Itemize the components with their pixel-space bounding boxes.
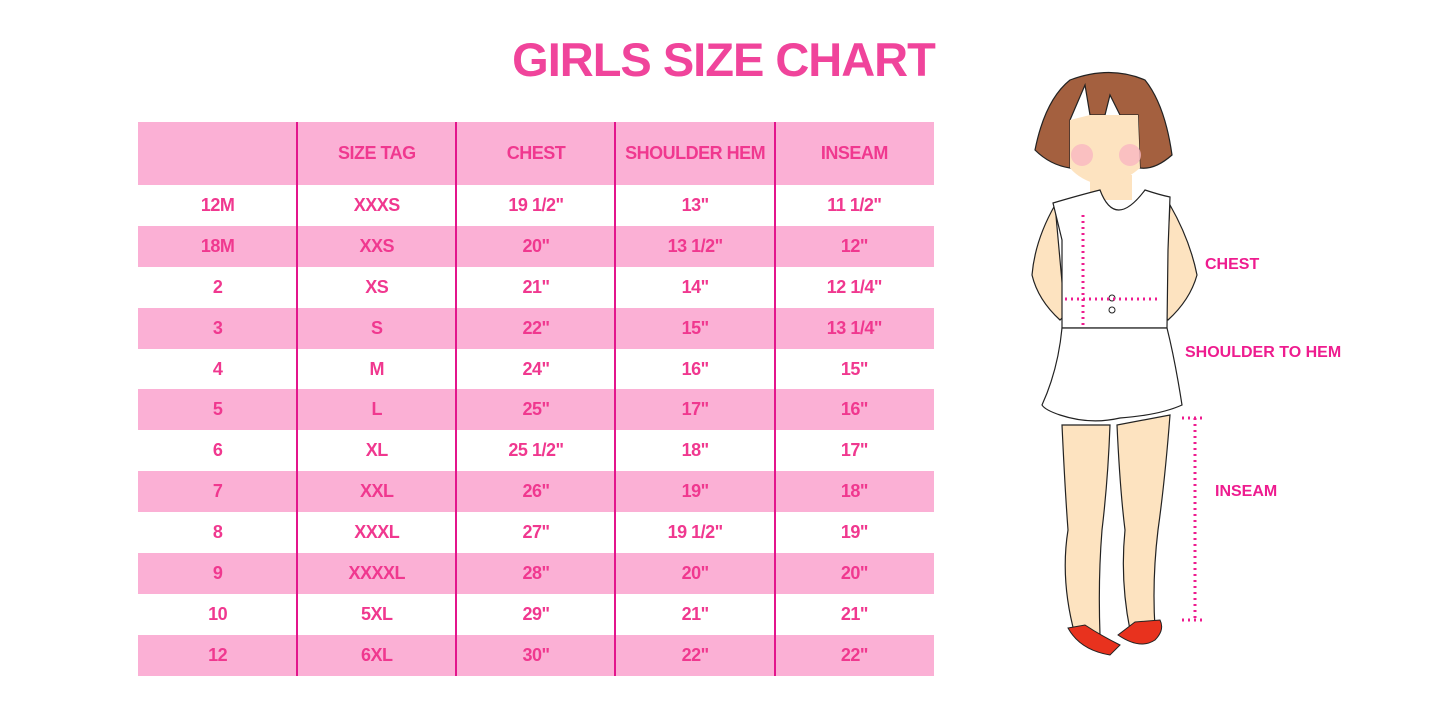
table-row: 4 M 24" 16" 15" (138, 349, 934, 390)
table-row: 8 XXXL 27" 19 1/2" 19" (138, 512, 934, 553)
table-row: 6 XL 25 1/2" 18" 17" (138, 430, 934, 471)
table-cell: 12 1/4" (826, 276, 883, 297)
header-cell: SHOULDER HEM (625, 143, 766, 163)
table-cell: 12" (840, 235, 869, 256)
table-cell: 29" (522, 603, 550, 624)
table-cell: 13 1/2" (667, 235, 724, 256)
column-divider (296, 122, 298, 676)
table-cell: XS (365, 276, 389, 297)
header-cell: INSEAM (820, 143, 889, 163)
table-cell: 20" (840, 562, 869, 583)
table-cell: 16" (681, 358, 710, 379)
table-cell: 19" (681, 481, 710, 502)
header-cell: CHEST (506, 143, 566, 163)
table-cell: 11 1/2" (827, 194, 882, 215)
table-cell: 27" (522, 522, 550, 543)
table-header-row: SIZE TAG CHEST SHOULDER HEM INSEAM (138, 122, 934, 185)
table-cell: XL (365, 440, 389, 461)
shoulder-to-hem-label: SHOULDER TO HEM (1185, 344, 1342, 361)
table-cell: XXS (359, 235, 395, 256)
table-row: 12 6XL 30" 22" 22" (138, 634, 934, 676)
table-cell: 22" (522, 317, 550, 338)
table-cell: 5XL (361, 603, 393, 624)
table-cell: 4 (212, 358, 223, 379)
table-cell: 21" (840, 603, 869, 624)
table-cell: 14" (681, 276, 710, 297)
table-cell: 6 (212, 440, 223, 461)
table-cell: 19" (840, 522, 869, 543)
column-divider (614, 122, 616, 676)
table-cell: 13" (681, 194, 710, 215)
table-cell: 18" (840, 481, 869, 502)
table-row: 7 XXL 26" 19" 18" (138, 471, 934, 513)
table-cell: 20" (522, 235, 550, 256)
table-cell: 30" (522, 644, 550, 665)
table-row: 18M XXS 20" 13 1/2" 12" (138, 225, 934, 267)
table-cell: L (371, 399, 383, 420)
table-cell: 20" (681, 562, 710, 583)
table-cell: 15" (681, 317, 710, 338)
table-cell: 12M (200, 194, 235, 215)
table-cell: 3 (212, 317, 223, 338)
header-cell: SIZE TAG (337, 143, 416, 163)
table-cell: 25 1/2" (508, 440, 564, 461)
table-cell: 8 (212, 522, 223, 543)
table-cell: 24" (522, 358, 550, 379)
table-cell: 10 (208, 603, 228, 624)
table-cell: 25" (522, 399, 550, 420)
table-cell: 28" (522, 562, 550, 583)
table-cell: 18M (200, 235, 235, 256)
table-cell: 22" (681, 644, 710, 665)
table-row: 10 5XL 29" 21" 21" (138, 594, 934, 635)
chest-label: CHEST (1205, 256, 1260, 273)
table-cell: 6XL (361, 644, 393, 665)
table-cell: XXL (360, 481, 394, 502)
table-row: 5 L 25" 17" 16" (138, 389, 934, 431)
inseam-label: INSEAM (1215, 483, 1278, 500)
table-cell: 5 (212, 399, 223, 420)
table-cell: 26" (522, 481, 550, 502)
table-row: 2 XS 21" 14" 12 1/4" (138, 267, 934, 308)
table-row: 3 S 22" 15" 13 1/4" (138, 307, 934, 349)
table-cell: 22" (840, 644, 869, 665)
table-cell: 19 1/2" (667, 522, 724, 543)
size-table: SIZE TAG CHEST SHOULDER HEM INSEAM 12M XX… (138, 122, 934, 676)
table-row: 12M XXXS 19 1/2" 13" 11 1/2" (138, 185, 934, 226)
table-cell: 13 1/4" (826, 317, 883, 338)
table-cell: 9 (212, 562, 223, 583)
girl-illustration (1020, 60, 1220, 665)
table-cell: 16" (840, 399, 869, 420)
table-cell: S (371, 317, 383, 338)
table-cell: XXXL (354, 522, 400, 543)
table-cell: 17" (681, 399, 710, 420)
column-divider (774, 122, 776, 676)
page-title: GIRLS SIZE CHART (512, 33, 936, 86)
table-cell: M (369, 358, 385, 379)
table-cell: 21" (681, 603, 710, 624)
table-cell: 17" (840, 440, 869, 461)
table-cell: 15" (840, 358, 869, 379)
table-cell: 21" (522, 276, 550, 297)
table-cell: 18" (681, 440, 710, 461)
table-cell: 19 1/2" (508, 194, 564, 215)
table-cell: 12 (208, 644, 228, 665)
table-cell: 7 (212, 481, 223, 502)
table-row: 9 XXXXL 28" 20" 20" (138, 553, 934, 594)
table-cell: 2 (212, 276, 223, 297)
table-cell: XXXXL (348, 562, 406, 583)
column-divider (455, 122, 457, 676)
table-cell: XXXS (353, 194, 401, 215)
